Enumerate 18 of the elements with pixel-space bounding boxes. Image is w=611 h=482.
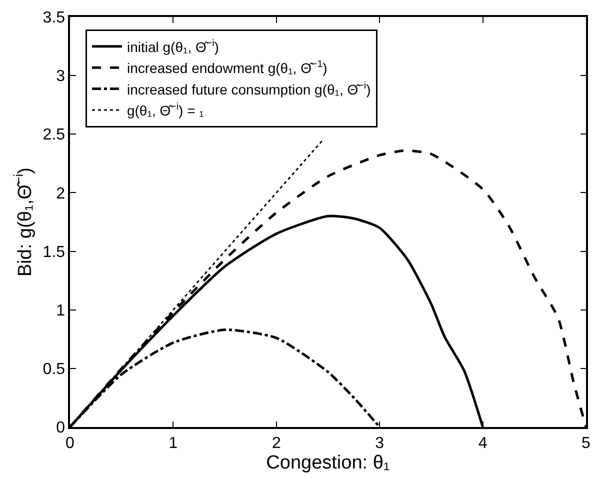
- x-tick-label: 3: [375, 434, 384, 452]
- y-tick-label: 1: [56, 302, 66, 320]
- legend-label: initial g(θ₁, Θ̂$^{−i}$): [126, 38, 219, 55]
- legend-label: g(θ₁, Θ̂$^{−i}$) = ₁: [126, 102, 204, 118]
- x-axis-title: Congestion: θ₁: [266, 452, 390, 474]
- y-tick-label: 3: [56, 68, 66, 86]
- legend-label: increased future consumption g(θ₁, Θ̂$^{−i}$): [126, 80, 371, 98]
- y-tick-label: 1.5: [42, 244, 66, 261]
- x-tick-label: 5: [582, 434, 591, 452]
- y-tick-label: 0.5: [42, 361, 66, 378]
- y-tick-label: 0: [56, 420, 66, 437]
- y-tick-label: 2.5: [42, 126, 66, 144]
- x-tick-label: 1: [168, 434, 178, 452]
- legend-label: increased endowment g(θ₁, Θ̂$^{−1}$): [126, 59, 328, 76]
- x-tick-label: 4: [478, 434, 488, 452]
- y-tick-label: 3.5: [42, 10, 66, 27]
- y-tick-label: 2: [56, 185, 66, 202]
- x-tick-label: 2: [272, 434, 281, 452]
